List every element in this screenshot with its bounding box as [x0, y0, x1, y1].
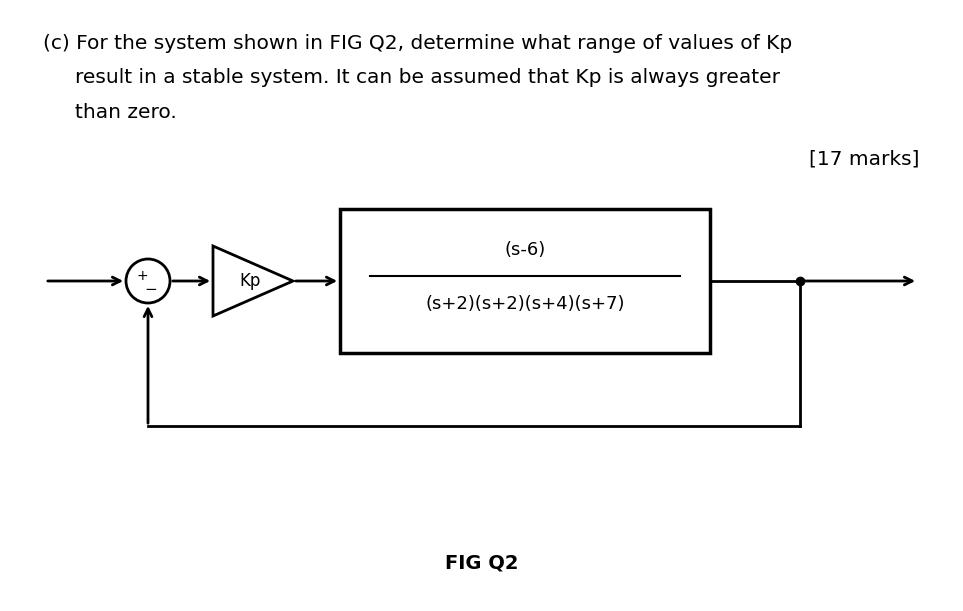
Text: than zero.: than zero. [75, 103, 177, 122]
Text: (s+2)(s+2)(s+4)(s+7): (s+2)(s+2)(s+4)(s+7) [426, 295, 625, 313]
Text: +: + [136, 269, 147, 283]
Text: Kp: Kp [240, 272, 261, 290]
Text: (s-6): (s-6) [505, 241, 546, 259]
Text: FIG Q2: FIG Q2 [445, 554, 518, 573]
Bar [340, 209, 710, 353]
Text: −: − [144, 282, 157, 298]
Text: result in a stable system. It can be assumed that Kp is always greater: result in a stable system. It can be ass… [75, 68, 780, 87]
Text: [17 marks]: [17 marks] [809, 150, 920, 169]
Text: (c) For the system shown in FIG Q2, determine what range of values of Kp: (c) For the system shown in FIG Q2, dete… [43, 34, 793, 53]
